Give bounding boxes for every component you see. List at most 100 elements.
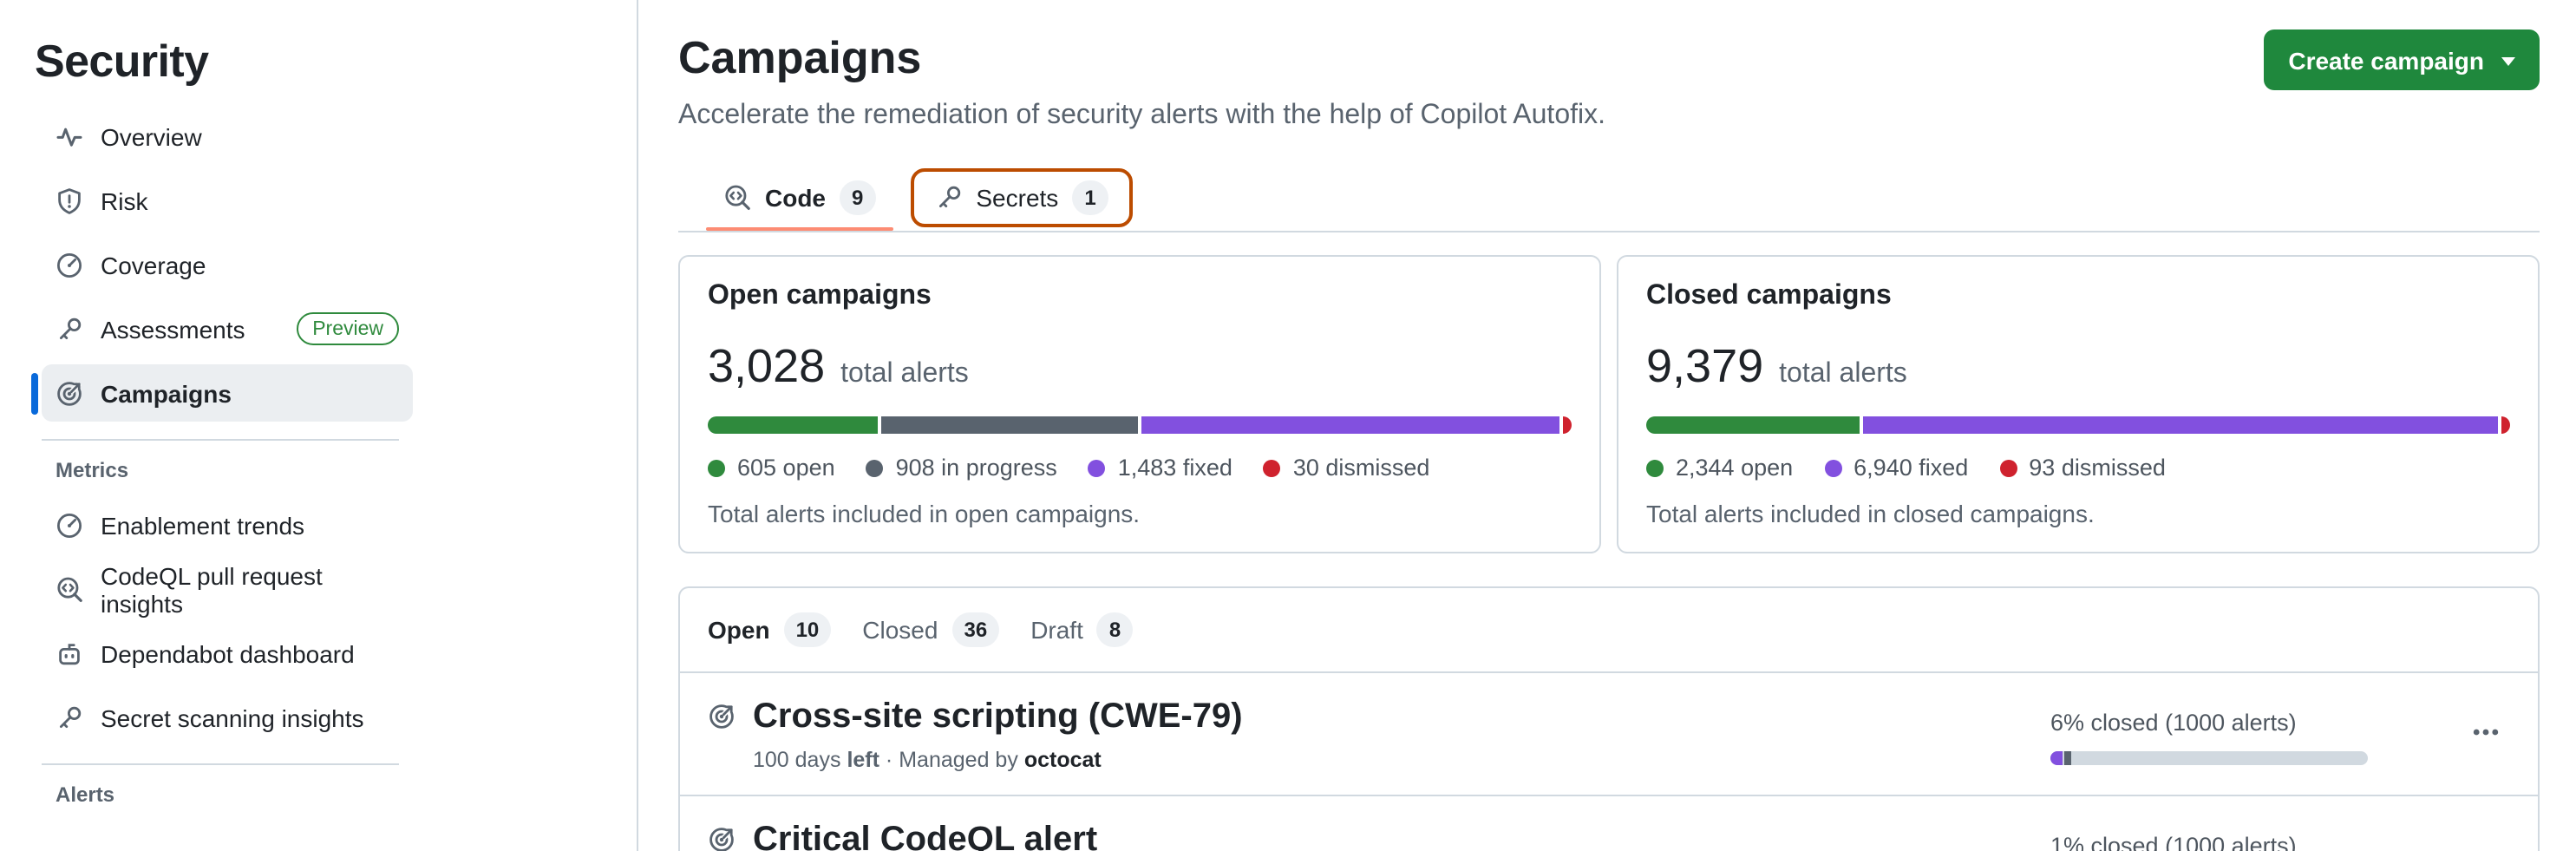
- sidebar-nav: Overview Risk Coverage Assessments Prev: [31, 108, 413, 422]
- legend-label: 908 in progress: [895, 455, 1057, 481]
- pulse-icon: [56, 122, 83, 150]
- total-alerts-suffix: total alerts: [840, 359, 969, 389]
- legend-dot: [1263, 459, 1281, 476]
- card-title: Closed campaigns: [1646, 281, 1892, 311]
- sidebar-item-label: Overview: [101, 122, 202, 150]
- sidebar-item-enablement-trends[interactable]: Enablement trends: [42, 496, 413, 553]
- bar-segment: [2501, 416, 2510, 434]
- campaign-row-main: Critical CodeQL alert: [753, 817, 1097, 851]
- tab-code[interactable]: Code 9: [706, 165, 892, 231]
- sidebar-item-label: Risk: [101, 187, 148, 214]
- tab-code-label: Code: [765, 184, 826, 212]
- card-caption: Total alerts included in closed campaign…: [1646, 500, 2095, 527]
- card-title: Open campaigns: [708, 281, 932, 311]
- total-alerts: 3,028 total alerts: [708, 340, 1572, 394]
- key-icon: [56, 704, 83, 731]
- tab-open-campaigns[interactable]: Open 10: [708, 612, 832, 647]
- shield-icon: [56, 187, 83, 214]
- legend-label: 6,940 fixed: [1854, 455, 1969, 481]
- sidebar-item-label: CodeQL pull request insights: [101, 561, 323, 617]
- tab-label: Closed: [862, 616, 938, 644]
- campaigns-list-tabs: Open 10 Closed 36 Draft 8: [680, 588, 2538, 673]
- tab-label: Draft: [1030, 616, 1083, 644]
- campaign-days: 100 days: [753, 748, 841, 772]
- bar-segment: [1863, 416, 2499, 434]
- sidebar-item-overview[interactable]: Overview: [42, 108, 413, 165]
- total-alerts: 9,379 total alerts: [1646, 340, 2510, 394]
- kebab-menu-button[interactable]: [2462, 841, 2510, 851]
- page-header-text: Campaigns Accelerate the remediation of …: [678, 28, 1605, 135]
- sidebar-item-secret-scanning-insights[interactable]: Secret scanning insights: [42, 689, 413, 746]
- closed-campaigns-card: Closed campaigns 9,379 total alerts 2,34…: [1617, 255, 2540, 553]
- progress-segment: [2064, 751, 2072, 765]
- legend-item-fixed: 6,940 fixed: [1824, 455, 1968, 481]
- kebab-menu-button[interactable]: [2462, 718, 2510, 746]
- legend-label: 93 dismissed: [2029, 455, 2166, 481]
- key-icon: [56, 315, 83, 343]
- legend-item-open: 605 open: [708, 455, 835, 481]
- tab-draft-campaigns[interactable]: Draft 8: [1030, 612, 1134, 647]
- sidebar-item-campaigns[interactable]: Campaigns: [31, 364, 413, 422]
- campaign-row: Cross-site scripting (CWE-79) 100 days l…: [680, 673, 2538, 796]
- sidebar-item-label: Campaigns: [101, 379, 232, 407]
- sidebar-item-coverage[interactable]: Coverage: [42, 236, 413, 293]
- legend-item-in-progress: 908 in progress: [866, 455, 1057, 481]
- alerts-legend: 605 open 908 in progress 1,483 fixed 30 …: [708, 455, 1572, 481]
- tab-draft-count: 8: [1096, 612, 1134, 647]
- sidebar-item-assessments[interactable]: Assessments Preview: [42, 300, 413, 357]
- campaigns-list-card: Open 10 Closed 36 Draft 8 Cross-sit: [678, 586, 2540, 851]
- meter-icon: [56, 251, 83, 278]
- sidebar-item-codeql-pr-insights[interactable]: CodeQL pull request insights: [42, 560, 413, 618]
- bar-segment: [1141, 416, 1560, 434]
- tab-closed-campaigns[interactable]: Closed 36: [862, 612, 1000, 647]
- total-alerts-suffix: total alerts: [1779, 359, 1907, 389]
- tab-secrets-label: Secrets: [976, 184, 1059, 212]
- main-content: Campaigns Accelerate the remediation of …: [678, 0, 2540, 851]
- legend-label: 2,344 open: [1676, 455, 1794, 481]
- metrics-nav: Enablement trends CodeQL pull request in…: [42, 496, 413, 746]
- create-campaign-button[interactable]: Create campaign: [2264, 29, 2540, 90]
- bar-segment: [708, 416, 879, 434]
- campaign-row-main: Cross-site scripting (CWE-79) 100 days l…: [753, 694, 1243, 774]
- campaign-progress-block: 6% closed (1000 alerts): [2050, 694, 2462, 765]
- campaign-manager[interactable]: octocat: [1023, 748, 1102, 772]
- sidebar-title: Security: [35, 35, 209, 87]
- legend-dot: [866, 459, 884, 476]
- card-caption: Total alerts included in open campaigns.: [708, 500, 1141, 527]
- legend-dot: [1088, 459, 1106, 476]
- sidebar-item-label: Dependabot dashboard: [101, 639, 355, 667]
- divider: [42, 439, 399, 441]
- tab-secrets-count: 1: [1072, 180, 1108, 215]
- bar-segment: [1563, 416, 1572, 434]
- legend-dot: [1999, 459, 2017, 476]
- goal-icon: [708, 826, 736, 851]
- divider: [42, 763, 399, 765]
- campaign-progress-status: 6% closed (1000 alerts): [2050, 710, 2297, 736]
- campaign-progress-bar: [2050, 751, 2368, 765]
- campaign-title-link[interactable]: Cross-site scripting (CWE-79): [753, 697, 1243, 736]
- preview-badge: Preview: [297, 312, 399, 345]
- legend-item-dismissed: 30 dismissed: [1263, 455, 1429, 481]
- dropdown-caret-icon: [2501, 56, 2515, 72]
- key-icon: [934, 184, 962, 212]
- sidebar-section-metrics: Metrics: [56, 458, 129, 482]
- progress-segment: [2050, 751, 2063, 765]
- legend-item-dismissed: 93 dismissed: [1999, 455, 2166, 481]
- meter-icon: [56, 511, 83, 539]
- sidebar-item-risk[interactable]: Risk: [42, 172, 413, 229]
- legend-dot: [1824, 459, 1842, 476]
- sidebar-item-label: Assessments: [101, 315, 245, 343]
- tab-open-count: 10: [783, 612, 832, 647]
- total-alerts-number: 3,028: [708, 340, 826, 392]
- sidebar-item-dependabot-dashboard[interactable]: Dependabot dashboard: [42, 625, 413, 682]
- campaign-title-link[interactable]: Critical CodeQL alert: [753, 821, 1098, 851]
- tab-code-count: 9: [840, 180, 876, 215]
- alerts-legend: 2,344 open 6,940 fixed 93 dismissed: [1646, 455, 2510, 481]
- campaign-days-left: left: [847, 748, 879, 772]
- code-scan-icon: [56, 575, 83, 603]
- total-alerts-number: 9,379: [1646, 340, 1764, 392]
- security-sidebar: Security Overview Risk Coverage: [0, 0, 638, 851]
- dependabot-icon: [56, 639, 83, 667]
- tab-secrets[interactable]: Secrets 1: [910, 168, 1133, 227]
